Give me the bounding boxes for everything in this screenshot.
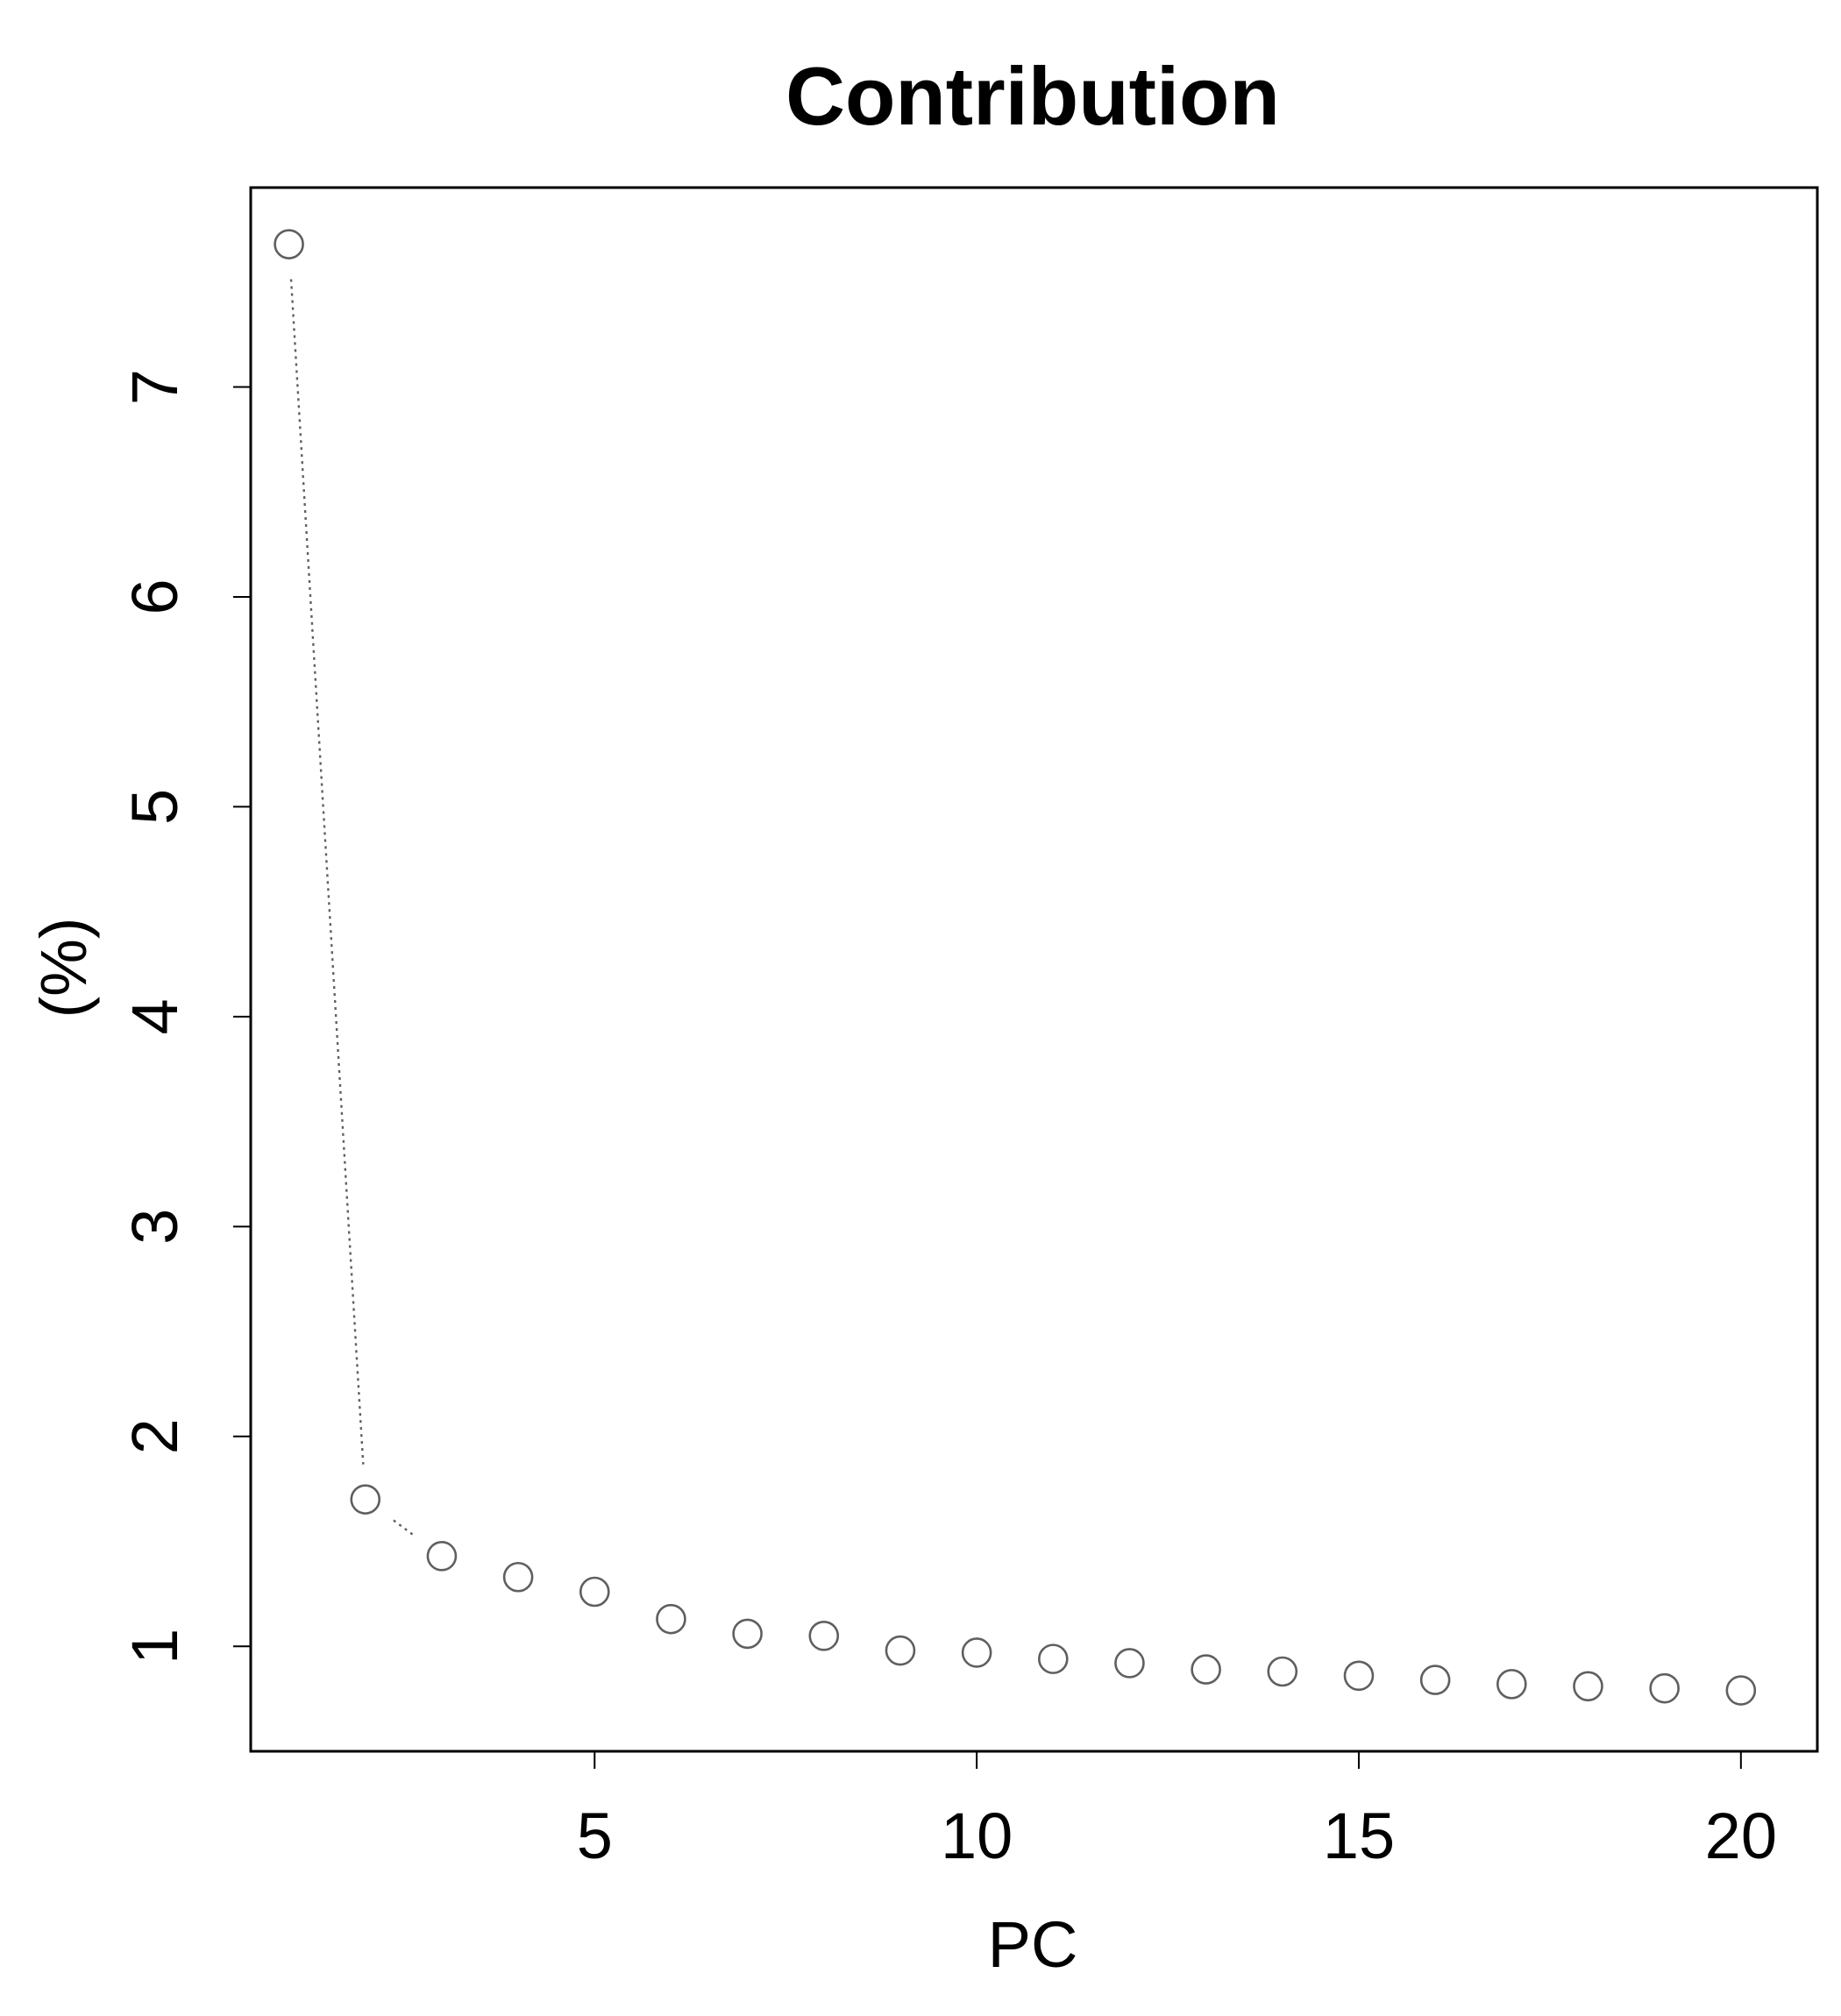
plot-area bbox=[249, 186, 1819, 1753]
y-axis: 1 2 3 4 5 6 7 bbox=[118, 369, 251, 1665]
data-point-pc12 bbox=[1114, 1648, 1145, 1679]
connector-pc2-pc3 bbox=[393, 1519, 415, 1537]
data-point-pc9 bbox=[885, 1635, 916, 1666]
y-tick-label-3: 3 bbox=[118, 1209, 191, 1245]
data-point-pc8 bbox=[808, 1620, 840, 1651]
x-axis-label: PC bbox=[988, 1908, 1078, 1981]
data-points bbox=[274, 229, 1757, 1706]
data-point-pc16 bbox=[1419, 1665, 1451, 1695]
data-point-pc7 bbox=[732, 1618, 763, 1650]
y-tick-label-7: 7 bbox=[118, 369, 191, 405]
x-axis: 5 10 15 20 bbox=[577, 1751, 1777, 1872]
y-axis-label: (%) bbox=[27, 917, 100, 1018]
y-tick-label-4: 4 bbox=[118, 998, 191, 1034]
x-tick-label-5: 5 bbox=[577, 1799, 613, 1872]
y-tick-label-2: 2 bbox=[118, 1418, 191, 1454]
connector-lines bbox=[289, 279, 415, 1537]
y-tick-label-6: 6 bbox=[118, 579, 191, 614]
data-point-pc19 bbox=[1649, 1672, 1680, 1704]
data-point-pc18 bbox=[1573, 1671, 1603, 1702]
data-point-pc20 bbox=[1725, 1675, 1757, 1706]
chart-title: Contribution bbox=[785, 50, 1280, 142]
data-point-pc5 bbox=[579, 1576, 610, 1608]
connector-pc1-pc2 bbox=[289, 279, 365, 1465]
y-tick-label-5: 5 bbox=[118, 789, 191, 825]
data-point-pc6 bbox=[656, 1603, 686, 1635]
data-point-pc13 bbox=[1191, 1654, 1221, 1685]
x-tick-label-20: 20 bbox=[1705, 1799, 1777, 1872]
y-tick-label-1: 1 bbox=[118, 1629, 191, 1665]
x-tick-label-10: 10 bbox=[941, 1799, 1013, 1872]
data-point-pc1 bbox=[274, 229, 304, 259]
data-point-pc14 bbox=[1267, 1656, 1298, 1687]
data-point-pc2 bbox=[350, 1484, 381, 1515]
data-point-pc17 bbox=[1496, 1669, 1527, 1700]
data-point-pc15 bbox=[1343, 1660, 1375, 1692]
data-point-pc11 bbox=[1037, 1643, 1069, 1674]
data-point-pc4 bbox=[502, 1561, 534, 1593]
data-point-pc3 bbox=[426, 1540, 458, 1572]
data-point-pc10 bbox=[961, 1637, 992, 1668]
x-tick-label-15: 15 bbox=[1323, 1799, 1395, 1872]
